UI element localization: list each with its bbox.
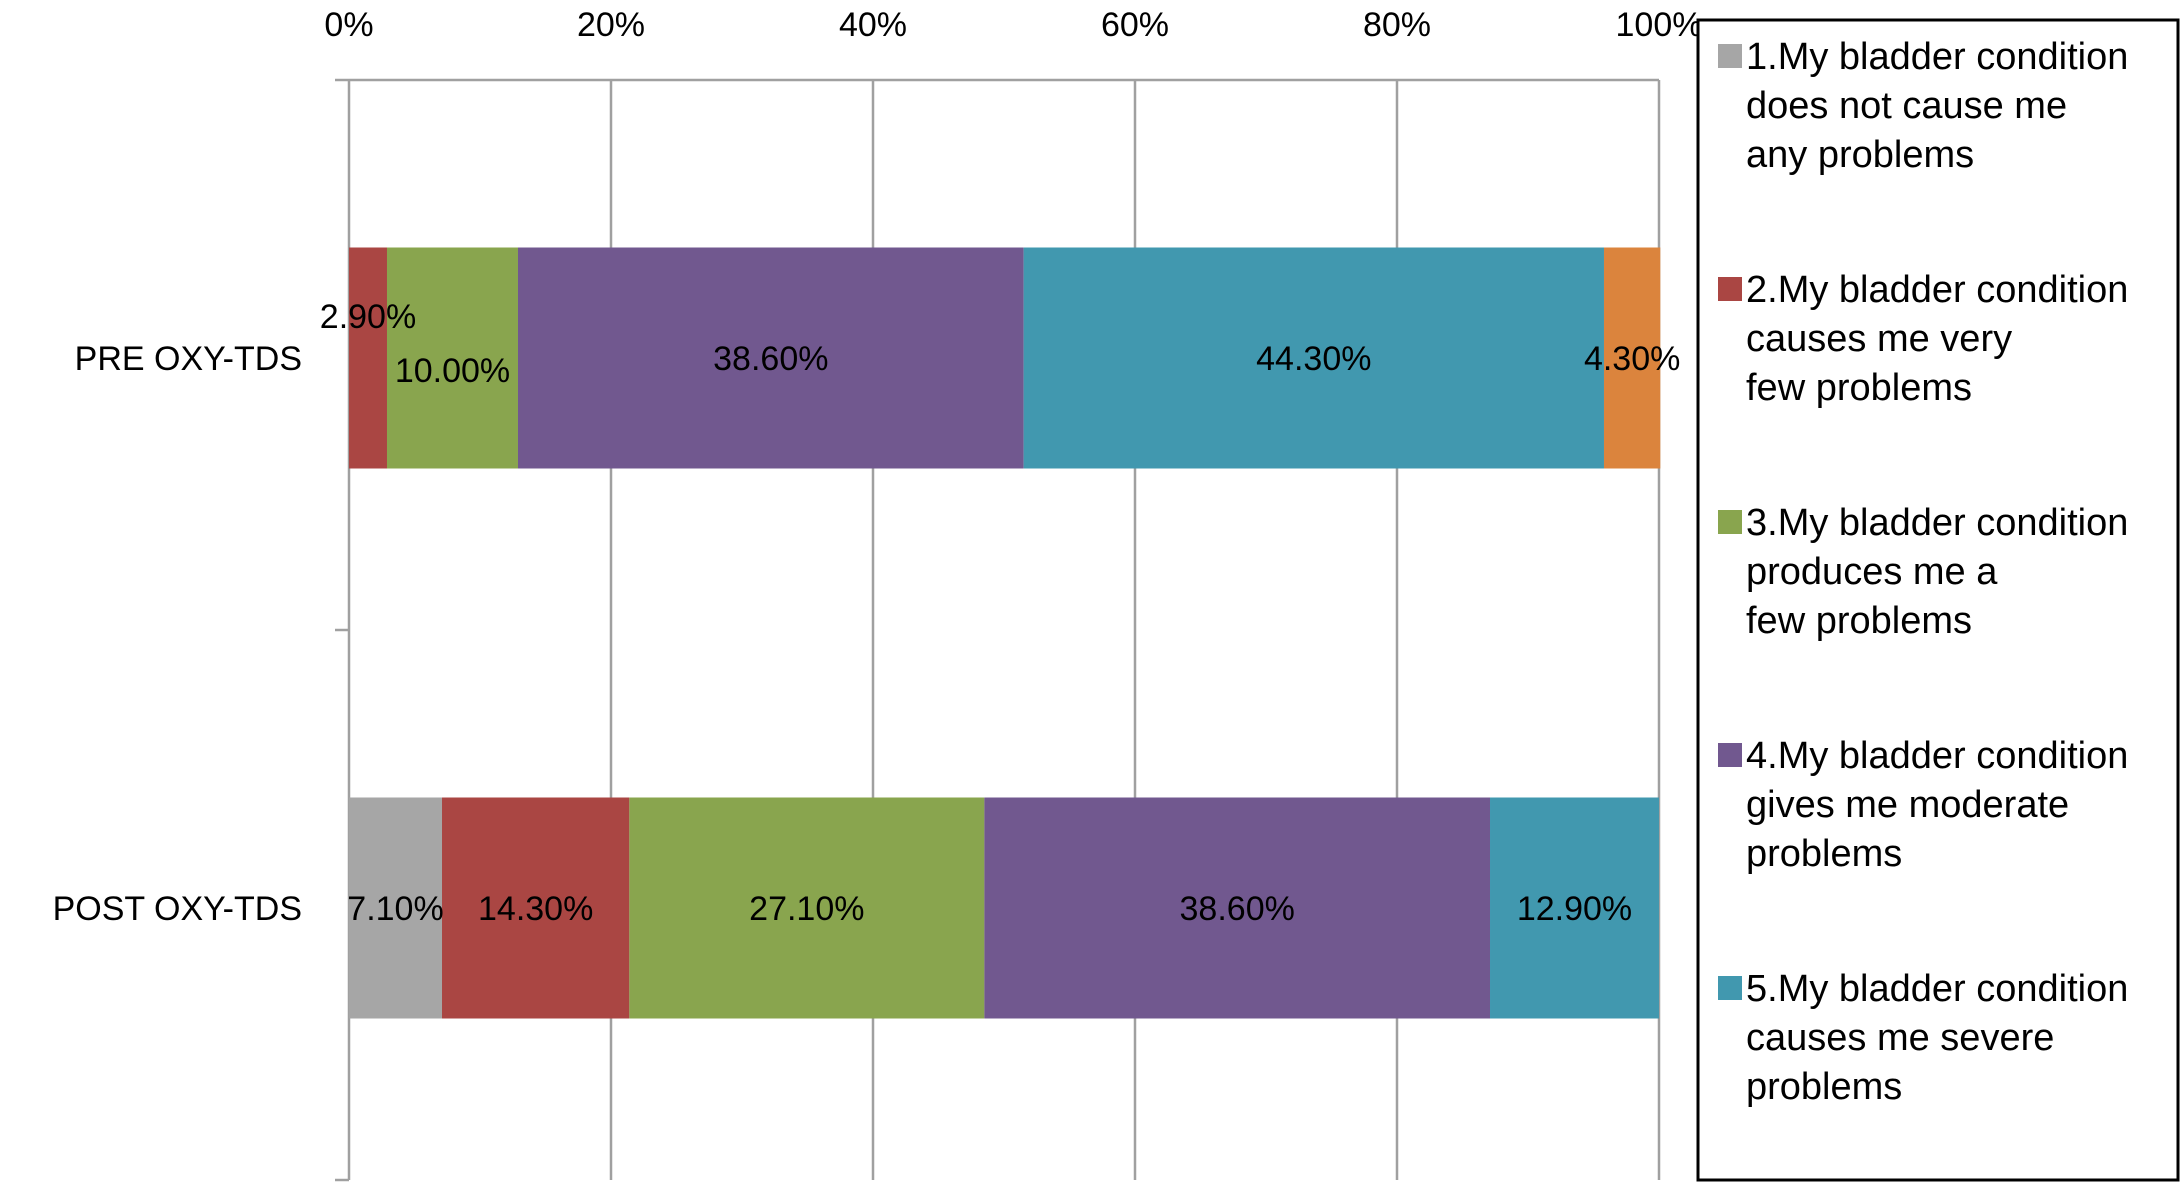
legend-label: 1.My bladder condition <box>1746 36 2128 78</box>
data-label: 38.60% <box>1180 890 1295 928</box>
x-tick-label: 20% <box>577 6 645 44</box>
x-tick-label: 80% <box>1363 6 1431 44</box>
legend-swatch <box>1718 510 1742 534</box>
legend-label: 3.My bladder condition <box>1746 502 2128 544</box>
bar-segment <box>1490 797 1659 1019</box>
bar-segment <box>517 247 1024 469</box>
data-label: 7.10% <box>347 890 443 928</box>
bar-segment <box>984 797 1491 1019</box>
legend-label: problems <box>1746 833 1902 875</box>
axes: 0% 20% 40% 60% 80% 100% PRE OXY-TDS POST OXY-TD… <box>53 6 1703 1182</box>
data-label: 2.90% <box>320 298 416 336</box>
x-tick-label: 40% <box>839 6 907 44</box>
data-label: 10.00% <box>395 352 510 390</box>
bar-segment <box>1603 247 1661 469</box>
legend-box <box>1696 18 2180 1182</box>
legend-label: any problems <box>1746 134 1974 176</box>
legend-swatch <box>1718 44 1742 68</box>
legend-swatch <box>1718 743 1742 767</box>
x-tick-label: 0% <box>324 6 373 44</box>
legend-label: few problems <box>1746 367 1972 409</box>
legend-label: 2.My bladder condition <box>1746 269 2128 311</box>
legend-swatch <box>1718 976 1742 1000</box>
data-label: 4.30% <box>1584 340 1680 378</box>
legend-label: few problems <box>1746 600 1972 642</box>
bars <box>349 247 1661 1019</box>
legend-label: causes me severe <box>1746 1017 2054 1059</box>
legend-label: 5.My bladder condition <box>1746 968 2128 1010</box>
data-label: 44.30% <box>1256 340 1371 378</box>
bar-segment <box>442 797 630 1019</box>
legend-label: problems <box>1746 1066 1902 1108</box>
legend-label: produces me a <box>1746 551 1998 593</box>
data-label: 27.10% <box>749 890 864 928</box>
legend-label: 4.My bladder condition <box>1746 735 2128 777</box>
legend-label: gives me moderate <box>1746 784 2069 826</box>
x-tick-label: 100% <box>1616 6 1703 44</box>
legend-label: does not cause me <box>1746 85 2067 127</box>
bar-segment <box>349 797 443 1019</box>
data-labels: 2.90% 10.00% 38.60% 44.30% 4.30% 7.10% 14.30% 2… <box>320 298 1681 928</box>
x-tick-label: 60% <box>1101 6 1169 44</box>
category-label: POST OXY-TDS <box>53 890 302 928</box>
legend-label: causes me very <box>1746 318 2012 360</box>
category-label: PRE OXY-TDS <box>75 340 302 378</box>
bar-segment <box>1023 247 1604 469</box>
legend-swatch <box>1718 277 1742 301</box>
data-label: 14.30% <box>478 890 593 928</box>
legend: 1.My bladder condition does not cause me a… <box>1696 18 2180 1182</box>
data-label: 12.90% <box>1517 890 1632 928</box>
data-label: 38.60% <box>713 340 828 378</box>
bar-segment <box>386 247 518 469</box>
bar-segment <box>349 247 387 469</box>
bar-segment <box>629 797 985 1019</box>
